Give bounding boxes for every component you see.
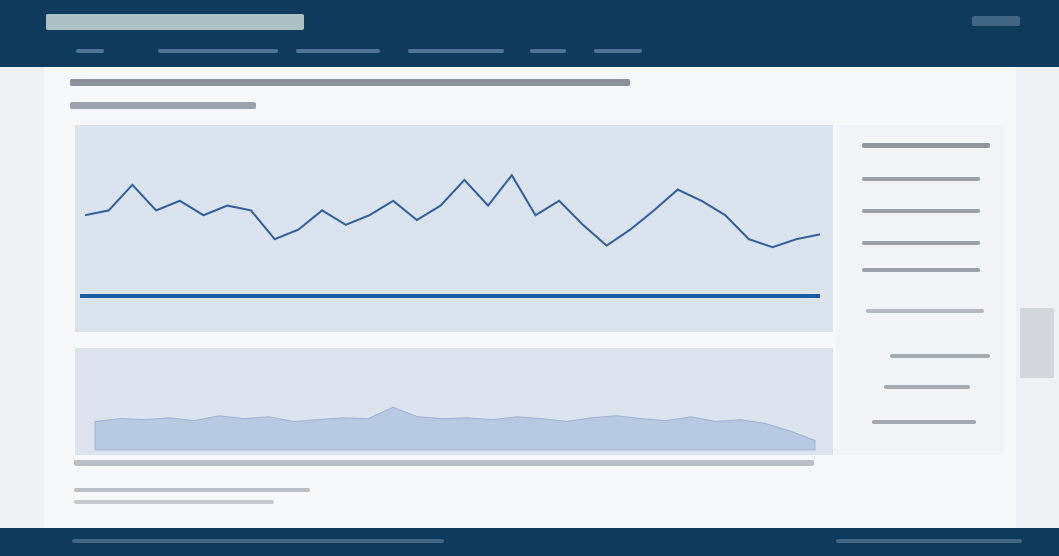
heading [70, 79, 630, 86]
sidebar-line [862, 143, 990, 148]
scroll-widget[interactable] [1020, 308, 1054, 378]
area [94, 406, 816, 451]
nav-item[interactable] [296, 49, 380, 53]
sidebar-line [890, 354, 990, 358]
sidebar-line [862, 177, 980, 181]
sidebar-line [866, 309, 984, 313]
subheading [70, 102, 256, 109]
header [0, 0, 1059, 67]
nav-item[interactable] [530, 49, 566, 53]
footer-text [72, 539, 444, 543]
sidebar-line [862, 209, 980, 213]
nav-item[interactable] [408, 49, 504, 53]
line [84, 173, 821, 249]
note [74, 500, 274, 504]
nav-item[interactable] [594, 49, 642, 53]
logo [46, 14, 304, 30]
sidebar-line [862, 268, 980, 272]
range-bar[interactable] [80, 294, 820, 298]
nav-item[interactable] [158, 49, 278, 53]
pager[interactable] [836, 539, 1022, 543]
sidebar-line [884, 385, 970, 389]
note [74, 488, 310, 492]
chart-background [75, 125, 833, 332]
axis-labels [74, 460, 814, 466]
sidebar-line [862, 241, 980, 245]
nav-item[interactable] [76, 49, 104, 53]
sidebar-line [872, 420, 976, 424]
header-icon[interactable] [972, 16, 1020, 26]
